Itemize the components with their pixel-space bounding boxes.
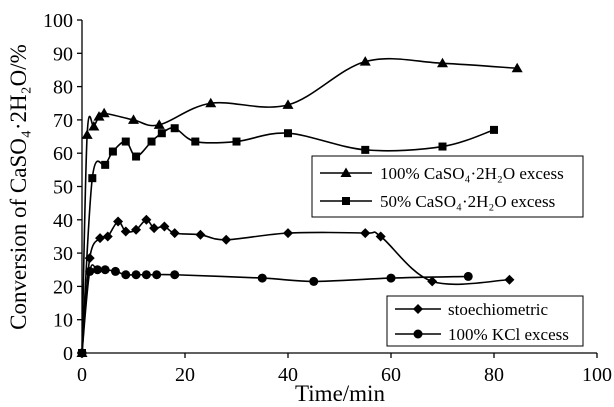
series-3-point bbox=[141, 270, 151, 280]
series-2-point bbox=[375, 231, 386, 242]
series-2-point bbox=[159, 221, 170, 232]
series-2 bbox=[77, 214, 515, 358]
y-tick-label: 40 bbox=[53, 210, 73, 232]
series-3-point bbox=[100, 265, 110, 275]
series-1-point bbox=[490, 125, 498, 134]
legend-label-series-0: 100% CaSO₄·2H₂O excess bbox=[380, 164, 564, 183]
y-tick-label: 70 bbox=[53, 110, 73, 132]
series-2-point bbox=[169, 228, 180, 239]
series-3-point bbox=[92, 265, 102, 275]
legend-marker-series-2 bbox=[413, 304, 423, 314]
series-2-point bbox=[113, 216, 124, 227]
series-2-point bbox=[120, 226, 131, 237]
series-2-point bbox=[283, 228, 293, 239]
x-tick-label: 0 bbox=[77, 364, 87, 386]
series-3-point bbox=[110, 266, 120, 276]
series-1-point bbox=[121, 137, 130, 146]
series-0-point bbox=[88, 121, 100, 131]
series-3-point bbox=[463, 271, 473, 281]
series-1-point bbox=[284, 129, 292, 138]
y-tick-label: 90 bbox=[53, 43, 73, 65]
series-3-point bbox=[170, 270, 180, 280]
series-0-point bbox=[128, 114, 139, 124]
y-tick-label: 50 bbox=[53, 177, 73, 199]
series-0-line bbox=[81, 57, 518, 354]
series-2-point bbox=[221, 234, 232, 245]
series-2-point bbox=[360, 228, 371, 239]
legend-lower: stoechiometric 100% KCl excess bbox=[386, 295, 584, 347]
legend-label-series-1: 50% CaSO₄·2H₂O excess bbox=[380, 192, 555, 211]
series-2-point bbox=[95, 233, 106, 244]
series-2-point bbox=[427, 276, 438, 287]
series-1-point bbox=[147, 137, 156, 146]
y-tick-label: 60 bbox=[53, 143, 73, 165]
y-axis-label: Conversion of CaSO₄·2H₂O/% bbox=[6, 44, 31, 330]
series-0-point bbox=[359, 56, 371, 66]
y-tick-label: 20 bbox=[53, 276, 73, 298]
legend-marker-series-3 bbox=[413, 329, 423, 339]
legend-upper-samples bbox=[320, 167, 372, 205]
y-tick-label: 100 bbox=[43, 10, 73, 32]
series-1-point bbox=[191, 137, 200, 146]
series-1-point bbox=[108, 147, 117, 156]
series-3-point bbox=[121, 270, 131, 280]
chart-axes: 0 10 20 30 40 50 60 70 80 90 100 0 20 40 60 80 100 bbox=[43, 10, 612, 386]
y-tick-label: 30 bbox=[53, 243, 73, 265]
x-tick-label: 40 bbox=[278, 364, 298, 386]
series-0-point bbox=[511, 62, 523, 73]
chart-series bbox=[76, 56, 523, 358]
series-3-point bbox=[85, 266, 95, 276]
series-3-point bbox=[386, 273, 396, 283]
series-1-point bbox=[157, 129, 166, 138]
series-1-point bbox=[361, 145, 370, 154]
series-1-point bbox=[232, 137, 241, 146]
y-tick-label: 0 bbox=[63, 343, 73, 365]
series-3-point bbox=[257, 273, 267, 283]
series-1-point bbox=[170, 124, 179, 133]
series-2-point bbox=[131, 224, 142, 235]
series-0-point bbox=[205, 97, 217, 108]
series-0-point bbox=[81, 129, 93, 139]
series-1 bbox=[78, 124, 498, 357]
series-2-point bbox=[195, 229, 206, 240]
legend-marker-series-1 bbox=[342, 197, 350, 205]
series-0-point bbox=[437, 57, 448, 68]
series-0-point bbox=[98, 107, 110, 118]
series-3-point bbox=[77, 348, 87, 358]
series-2-point bbox=[504, 274, 515, 285]
series-3-point bbox=[152, 270, 162, 280]
series-3 bbox=[77, 264, 473, 358]
legend-label-series-2: stoechiometric bbox=[448, 300, 549, 319]
series-0-point bbox=[282, 99, 294, 109]
legend-label-series-3: 100% KCl excess bbox=[448, 325, 569, 344]
y-tick-label: 10 bbox=[53, 310, 73, 332]
legend-upper-frame bbox=[311, 155, 584, 218]
series-3-point bbox=[309, 276, 319, 286]
series-2-point bbox=[84, 253, 95, 264]
series-2-point bbox=[149, 223, 160, 234]
legend-lower-samples bbox=[395, 304, 441, 339]
series-1-point bbox=[101, 160, 110, 169]
x-tick-label: 100 bbox=[582, 364, 612, 386]
x-tick-label: 80 bbox=[484, 364, 504, 386]
x-axis-label: Time/min bbox=[295, 381, 385, 406]
x-tick-label: 20 bbox=[175, 364, 195, 386]
series-2-point bbox=[102, 231, 113, 242]
series-3-point bbox=[131, 270, 141, 280]
legend-marker-series-0 bbox=[340, 167, 352, 177]
series-2-point bbox=[141, 214, 152, 225]
series-1-point bbox=[132, 152, 141, 161]
series-1-point bbox=[438, 142, 447, 151]
series-1-point bbox=[88, 174, 97, 183]
x-tick-label: 60 bbox=[381, 364, 401, 386]
legend-upper: 100% CaSO₄·2H₂O excess 50% CaSO₄·2H₂O ex… bbox=[311, 155, 584, 218]
series-0-point bbox=[93, 111, 105, 121]
y-tick-label: 80 bbox=[53, 77, 73, 99]
series-0-point bbox=[153, 119, 165, 129]
